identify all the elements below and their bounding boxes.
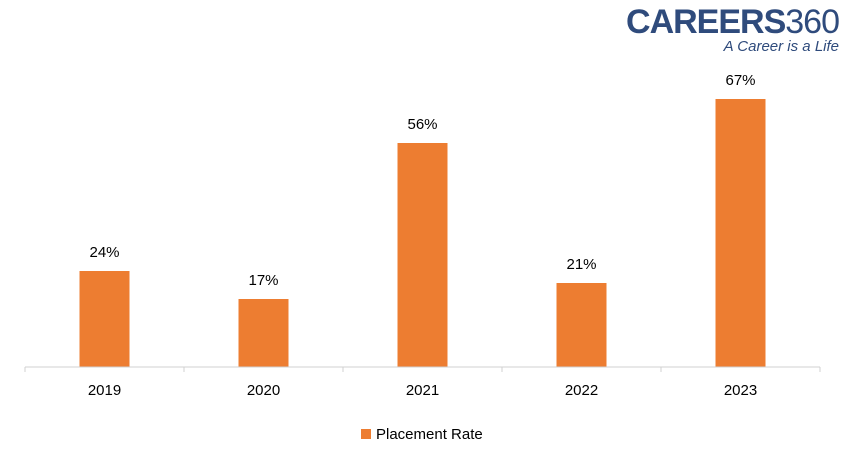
data-label-2022: 21% <box>566 256 596 273</box>
careers360-logo: CAREERS360 <box>626 2 840 42</box>
logo-text-careers: CAREERS <box>626 3 786 41</box>
legend-swatch <box>361 429 371 439</box>
legend: Placement Rate <box>361 426 483 443</box>
bars-group <box>79 99 766 367</box>
data-labels-group: 24% 17% 56% 21% 67% <box>89 72 755 289</box>
data-label-2023: 67% <box>725 72 755 89</box>
x-tick-label-2020: 2020 <box>247 382 280 399</box>
bar-2021 <box>397 143 448 367</box>
x-axis-labels-group: 2019 2020 2021 2022 2023 <box>88 382 757 399</box>
bar-2020 <box>238 299 289 367</box>
data-label-2021: 56% <box>407 116 437 133</box>
data-label-2019: 24% <box>89 244 119 261</box>
x-tick-label-2019: 2019 <box>88 382 121 399</box>
x-tick-label-2021: 2021 <box>406 382 439 399</box>
legend-label: Placement Rate <box>376 426 483 443</box>
x-axis-ticks-group <box>24 367 821 372</box>
bar-2023 <box>715 99 766 367</box>
logo-text-360: 360 <box>785 3 840 41</box>
data-label-2020: 17% <box>248 272 278 289</box>
logo-tagline: A Career is a Life <box>723 38 839 55</box>
bar-2019 <box>79 271 130 367</box>
x-tick-label-2022: 2022 <box>565 382 598 399</box>
bar-2022 <box>556 283 607 367</box>
x-tick-label-2023: 2023 <box>724 382 757 399</box>
